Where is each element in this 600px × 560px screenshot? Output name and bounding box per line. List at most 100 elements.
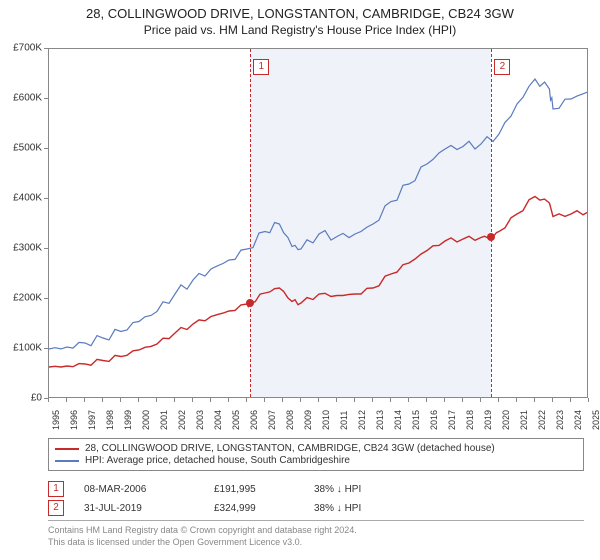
sale-marker-1 xyxy=(246,299,254,307)
x-tick xyxy=(228,398,229,402)
x-tick xyxy=(444,398,445,402)
x-label: 2001 xyxy=(159,410,169,430)
legend-label-hpi: HPI: Average price, detached house, Sout… xyxy=(85,455,350,466)
x-label: 2012 xyxy=(357,410,367,430)
x-tick xyxy=(390,398,391,402)
sale-diff-2: 38% ↓ HPI xyxy=(314,503,414,514)
x-axis-labels: 1995199619971998199920002001200220032004… xyxy=(48,398,588,438)
x-label: 2015 xyxy=(411,410,421,430)
x-tick xyxy=(318,398,319,402)
x-label: 2018 xyxy=(465,410,475,430)
x-tick xyxy=(354,398,355,402)
y-tick xyxy=(44,348,48,349)
x-label: 2022 xyxy=(537,410,547,430)
footer-line-1: Contains HM Land Registry data © Crown c… xyxy=(48,525,584,537)
title-line-2: Price paid vs. HM Land Registry's House … xyxy=(0,23,600,37)
x-tick xyxy=(102,398,103,402)
y-tick xyxy=(44,248,48,249)
x-tick xyxy=(588,398,589,402)
sale-diff-1: 38% ↓ HPI xyxy=(314,484,414,495)
sale-row-1: 1 08-MAR-2006 £191,995 38% ↓ HPI xyxy=(48,481,584,497)
x-tick xyxy=(192,398,193,402)
sale-vline-1 xyxy=(250,49,251,397)
sale-marker-2 xyxy=(487,233,495,241)
x-tick xyxy=(336,398,337,402)
sale-date-2: 31-JUL-2019 xyxy=(84,503,194,514)
y-label: £100K xyxy=(13,343,42,354)
x-label: 2002 xyxy=(177,410,187,430)
x-label: 2009 xyxy=(303,410,313,430)
x-label: 1999 xyxy=(123,410,133,430)
x-tick xyxy=(516,398,517,402)
x-label: 1996 xyxy=(69,410,79,430)
x-tick xyxy=(498,398,499,402)
x-tick xyxy=(174,398,175,402)
legend-row-hpi: HPI: Average price, detached house, Sout… xyxy=(55,455,577,466)
y-label: £200K xyxy=(13,293,42,304)
x-tick xyxy=(156,398,157,402)
x-label: 2007 xyxy=(267,410,277,430)
x-label: 1998 xyxy=(105,410,115,430)
plot-sale-badge-2: 2 xyxy=(494,59,510,75)
sale-badge-2: 2 xyxy=(48,500,64,516)
x-tick xyxy=(84,398,85,402)
y-label: £700K xyxy=(13,43,42,54)
sale-badge-1: 1 xyxy=(48,481,64,497)
x-tick xyxy=(264,398,265,402)
x-label: 2020 xyxy=(501,410,511,430)
series-svg xyxy=(49,49,588,398)
legend-box: 28, COLLINGWOOD DRIVE, LONGSTANTON, CAMB… xyxy=(48,438,584,471)
y-axis-labels: £0£100K£200K£300K£400K£500K£600K£700K xyxy=(0,48,44,398)
y-label: £0 xyxy=(31,393,42,404)
x-tick xyxy=(462,398,463,402)
x-label: 1995 xyxy=(51,410,61,430)
legend-swatch-property xyxy=(55,448,79,450)
sale-price-2: £324,999 xyxy=(214,503,294,514)
y-tick xyxy=(44,398,48,399)
x-label: 2006 xyxy=(249,410,259,430)
legend-label-property: 28, COLLINGWOOD DRIVE, LONGSTANTON, CAMB… xyxy=(85,443,495,454)
y-tick xyxy=(44,48,48,49)
y-label: £600K xyxy=(13,93,42,104)
x-label: 2024 xyxy=(573,410,583,430)
sale-price-1: £191,995 xyxy=(214,484,294,495)
x-label: 2025 xyxy=(591,410,600,430)
x-label: 2016 xyxy=(429,410,439,430)
x-tick xyxy=(480,398,481,402)
x-label: 2021 xyxy=(519,410,529,430)
y-label: £300K xyxy=(13,243,42,254)
x-label: 2010 xyxy=(321,410,331,430)
x-tick xyxy=(300,398,301,402)
x-tick xyxy=(408,398,409,402)
x-tick xyxy=(570,398,571,402)
y-label: £400K xyxy=(13,193,42,204)
y-tick xyxy=(44,98,48,99)
series-hpi xyxy=(49,79,588,349)
x-label: 2017 xyxy=(447,410,457,430)
title-line-1: 28, COLLINGWOOD DRIVE, LONGSTANTON, CAMB… xyxy=(0,6,600,21)
y-tick xyxy=(44,298,48,299)
x-label: 2008 xyxy=(285,410,295,430)
x-label: 2011 xyxy=(339,411,349,430)
series-property xyxy=(49,197,588,368)
footer-line-2: This data is licensed under the Open Gov… xyxy=(48,537,584,549)
x-tick xyxy=(66,398,67,402)
x-label: 2000 xyxy=(141,410,151,430)
x-label: 2014 xyxy=(393,410,403,430)
sale-vline-2 xyxy=(491,49,492,397)
footer: Contains HM Land Registry data © Crown c… xyxy=(48,520,584,548)
x-tick xyxy=(138,398,139,402)
sale-date-1: 08-MAR-2006 xyxy=(84,484,194,495)
x-tick xyxy=(552,398,553,402)
legend-swatch-hpi xyxy=(55,460,79,462)
sales-table: 1 08-MAR-2006 £191,995 38% ↓ HPI 2 31-JU… xyxy=(48,478,584,519)
y-label: £500K xyxy=(13,143,42,154)
plot-sale-badge-1: 1 xyxy=(253,59,269,75)
x-tick xyxy=(372,398,373,402)
x-label: 2013 xyxy=(375,410,385,430)
x-tick xyxy=(210,398,211,402)
x-tick xyxy=(426,398,427,402)
legend-row-property: 28, COLLINGWOOD DRIVE, LONGSTANTON, CAMB… xyxy=(55,443,577,454)
x-tick xyxy=(534,398,535,402)
x-label: 2003 xyxy=(195,410,205,430)
